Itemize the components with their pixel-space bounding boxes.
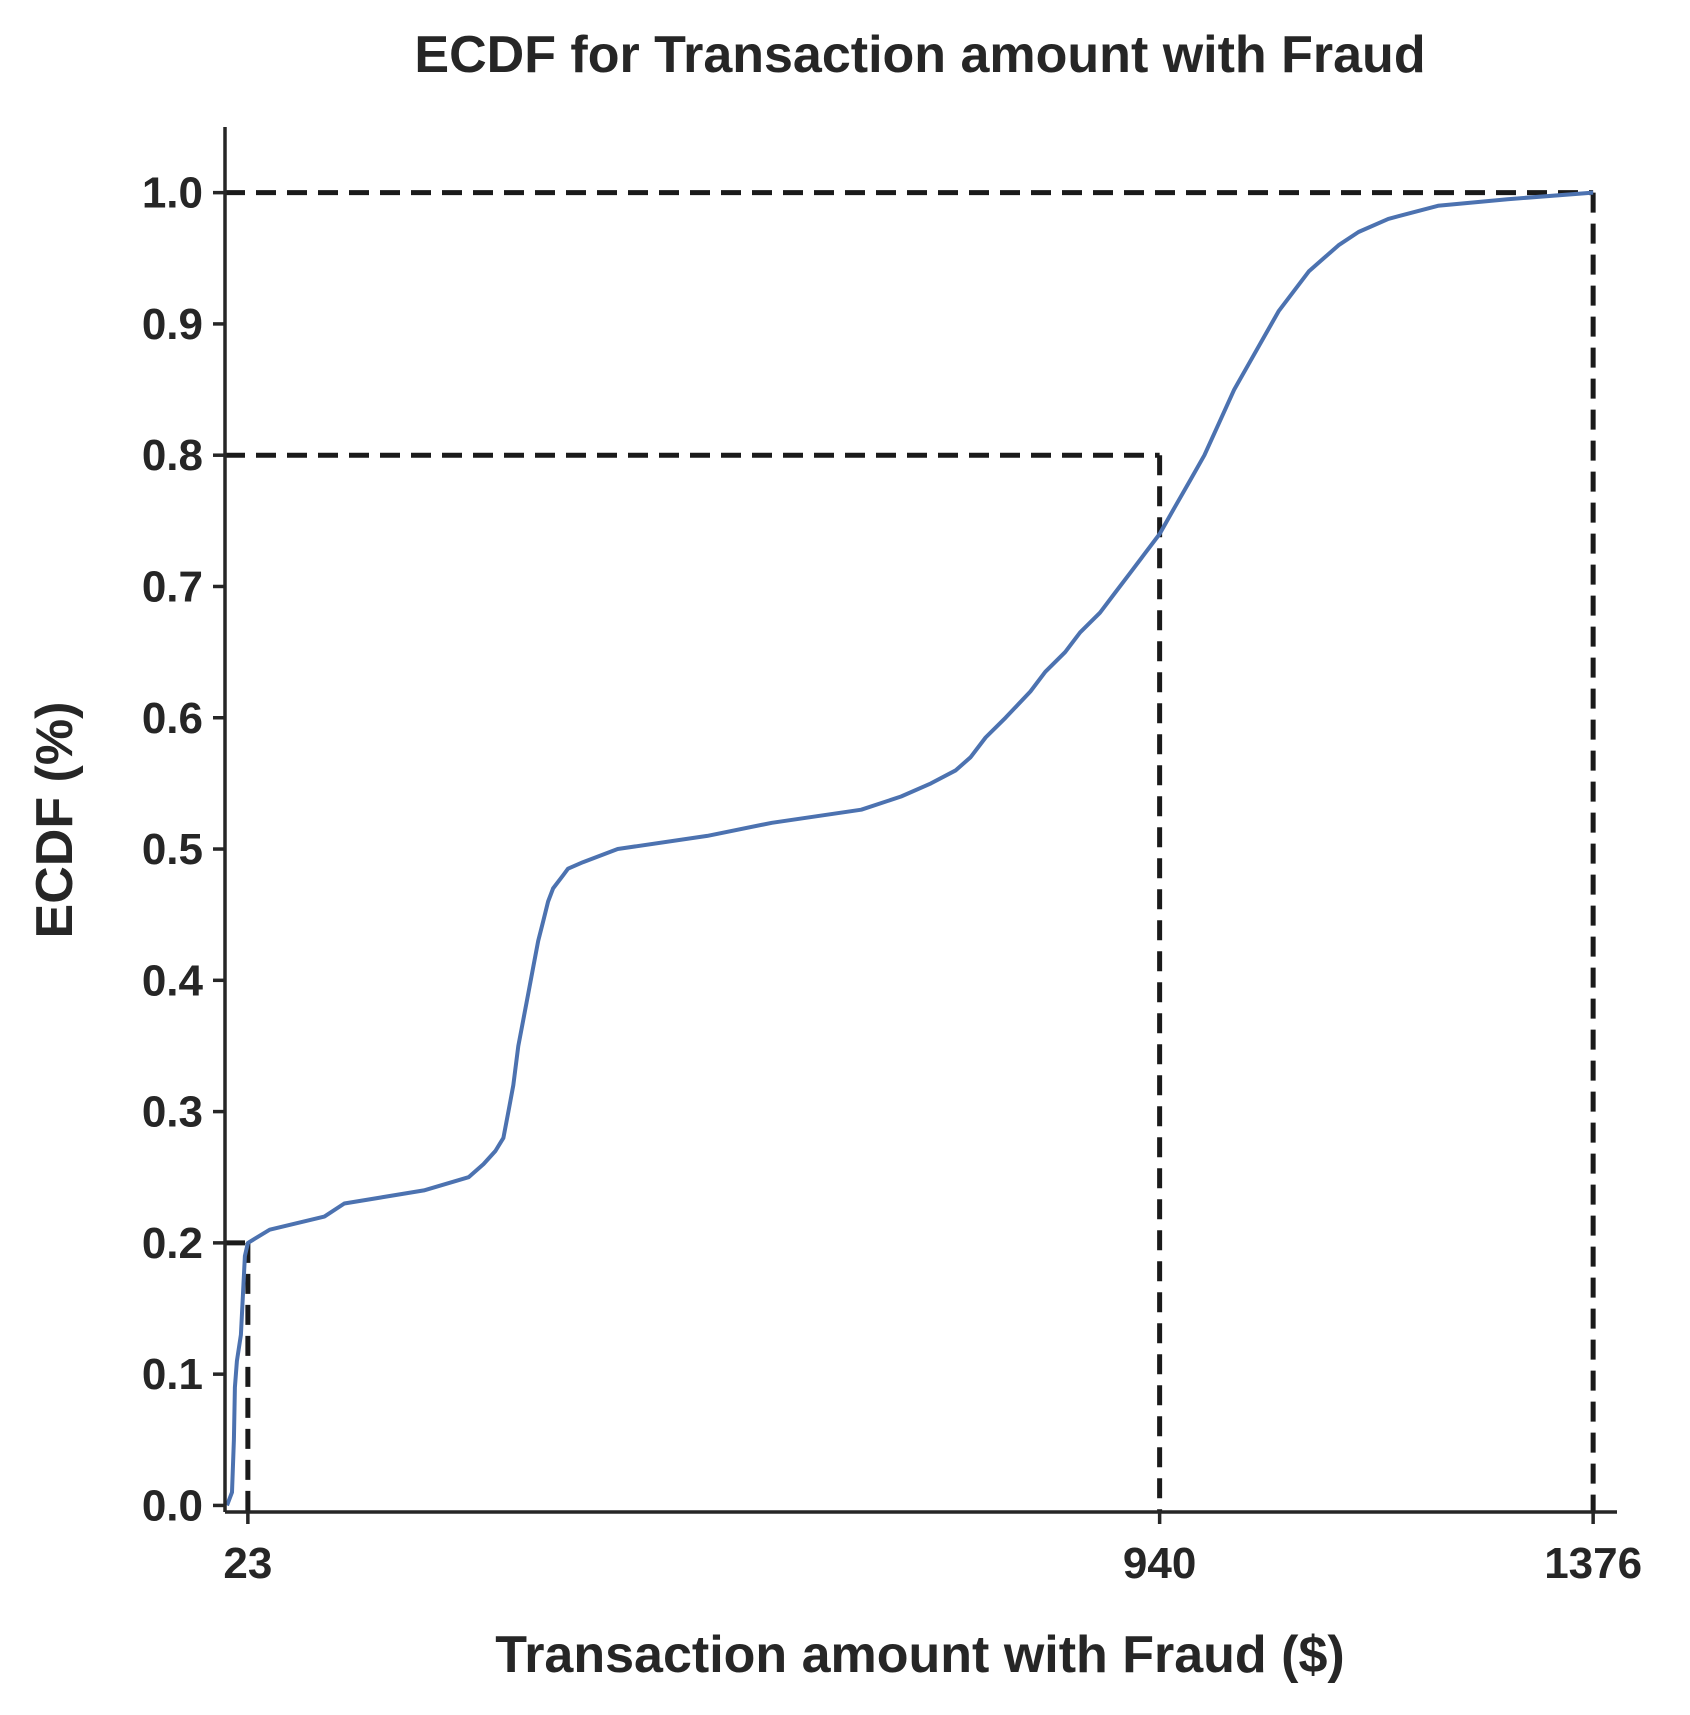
y-tick-label: 0.8 (142, 431, 203, 480)
chart-title: ECDF for Transaction amount with Fraud (414, 26, 1425, 84)
x-axis-label: Transaction amount with Fraud ($) (495, 1626, 1344, 1684)
y-tick-label: 0.5 (142, 825, 203, 874)
x-tick-label: 1376 (1544, 1539, 1642, 1588)
x-tick-label: 940 (1123, 1539, 1196, 1588)
series-group (225, 190, 1594, 1507)
y-tick-label: 0.2 (142, 1219, 203, 1268)
ecdf-series-line (225, 190, 1594, 1507)
y-axis-label: ECDF (%) (26, 702, 84, 939)
x-axis-ticks: 23 940 1376 (223, 1512, 1642, 1588)
y-tick-label: 0.3 (142, 1088, 203, 1137)
y-tick-label: 0.9 (142, 300, 203, 349)
y-tick-label: 0.0 (142, 1481, 203, 1530)
y-tick-label: 1.0 (142, 169, 203, 218)
y-tick-label: 0.1 (142, 1350, 203, 1399)
x-tick-label: 23 (223, 1539, 272, 1588)
y-tick-label: 0.6 (142, 694, 203, 743)
y-axis-ticks: 0.0 0.1 0.2 0.3 0.4 0.5 0.6 0.7 0.8 0.9 1.0 (142, 169, 225, 1530)
reference-lines (225, 190, 1596, 1512)
y-tick-label: 0.4 (142, 956, 204, 1005)
y-tick-label: 0.7 (142, 562, 203, 611)
